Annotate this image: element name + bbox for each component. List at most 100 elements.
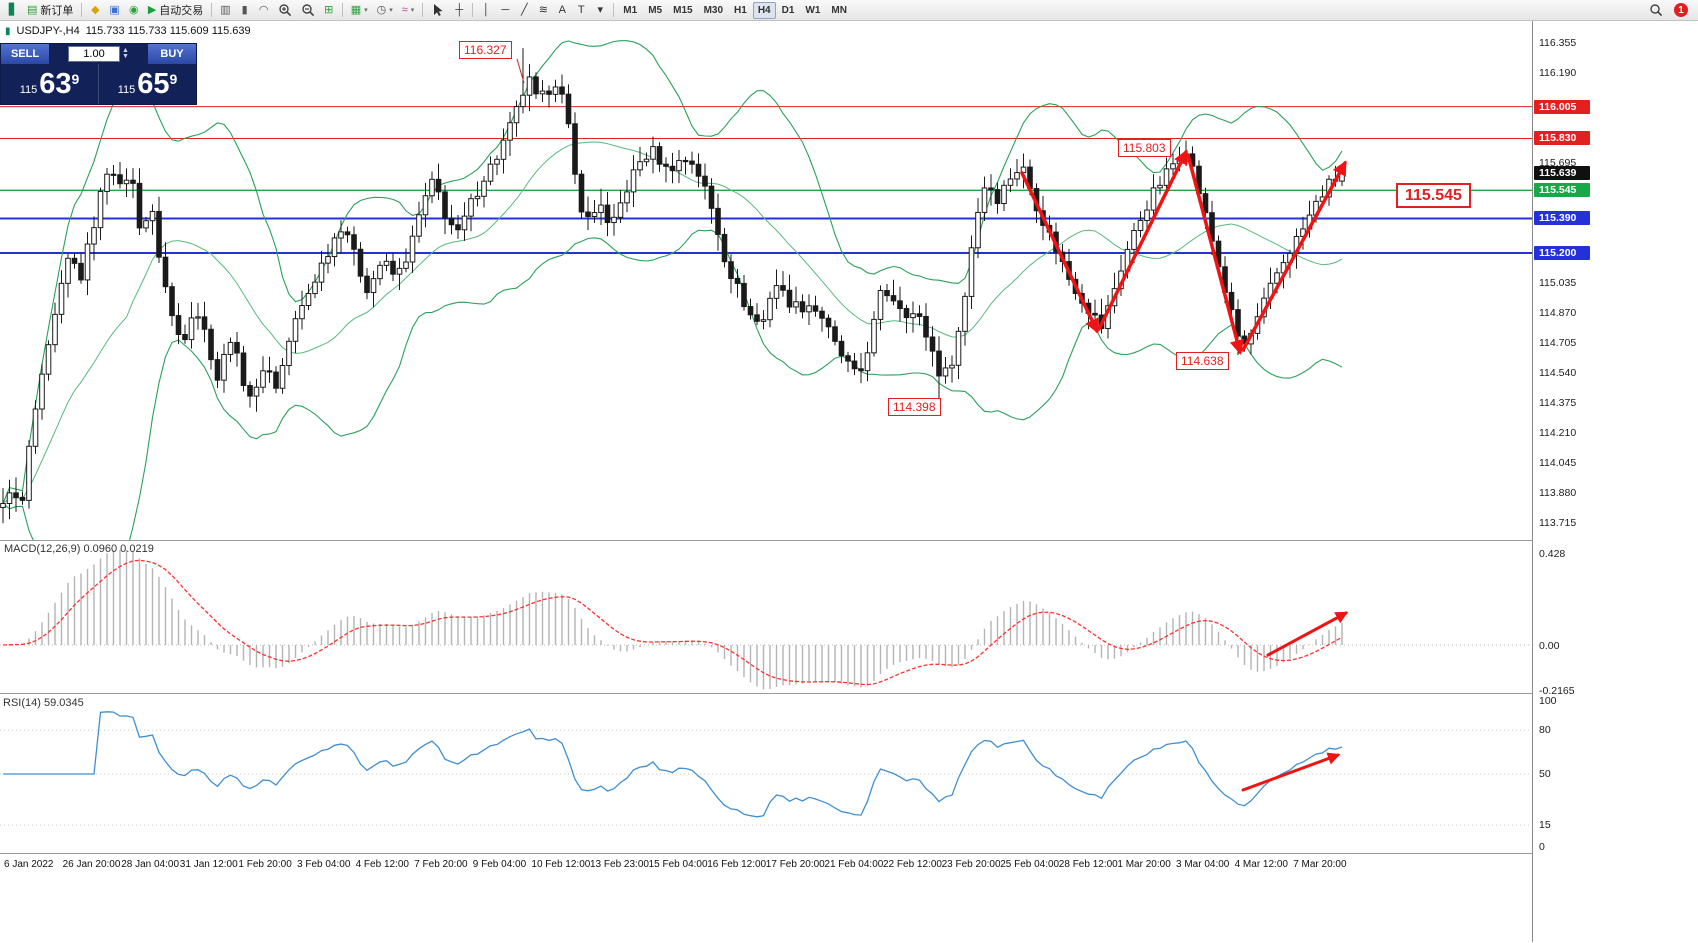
timeframe-m5[interactable]: M5 — [648, 4, 663, 16]
toolbar-separator — [613, 3, 615, 17]
rsi-panel[interactable] — [0, 695, 1532, 853]
trend-arrow[interactable] — [1097, 149, 1188, 331]
cursor-button[interactable] — [427, 1, 449, 19]
buy-button[interactable]: BUY — [148, 44, 196, 64]
fibonacci-glyph-icon: ≋ — [538, 3, 548, 16]
time-label: 3 Mar 04:00 — [1176, 859, 1230, 870]
time-label: 28 Feb 12:00 — [1058, 859, 1118, 870]
time-label: 4 Feb 12:00 — [355, 859, 409, 870]
price-tag-115.545: 115.545 — [1534, 183, 1590, 198]
tile-windows-icon[interactable]: ⊞ — [320, 1, 338, 19]
time-label: 15 Feb 04:00 — [648, 859, 708, 870]
time-label: 31 Jan 12:00 — [179, 859, 238, 870]
toolbar-separator — [341, 3, 343, 17]
toolbar: ▋ ▤ 新订单 ◆ ▣ ◉ ▶ 自动交易 ▥ ▮ ◠ ⊞ ▦ ▾ ◷ ▾ ≈ ▾ ┼ │ ─ ╱ ≋ A T ▾ M1 M5 M15 M3… — [0, 0, 1698, 21]
new-order-button-label: 新订单 — [40, 5, 74, 17]
chart-window[interactable]: ▮ USDJPY-,H4 115.733 115.733 115.609 115… — [0, 21, 1698, 943]
price-chart[interactable] — [0, 21, 1532, 541]
time-label: 4 Mar 12:00 — [1234, 859, 1288, 870]
auto-trading-glyph-icon: ▶ — [147, 3, 157, 16]
period-clock-button[interactable]: ◷ ▾ — [373, 1, 397, 19]
new-order-button[interactable]: ▤ 新订单 — [23, 1, 77, 19]
line-chart-icon-glyph-icon: ◠ — [258, 3, 269, 16]
timeframe-mn[interactable]: MN — [831, 4, 847, 16]
crosshair-button[interactable]: ┼ — [450, 1, 468, 19]
time-label: 1 Mar 20:00 — [1117, 859, 1171, 870]
trendline-glyph-icon: ╱ — [520, 3, 528, 16]
metaeditor-icon-glyph-icon: ◆ — [91, 3, 100, 16]
macd-histogram — [8, 549, 1343, 690]
vertical-line-button[interactable]: │ — [477, 1, 495, 19]
price-tick: 114.705 — [1539, 337, 1577, 349]
rsi-scale-tick: 50 — [1539, 768, 1551, 780]
timeframe-m30[interactable]: M30 — [703, 4, 724, 16]
rsi-trend-arrow[interactable] — [1241, 752, 1341, 792]
line-chart-icon[interactable]: ◠ — [255, 1, 273, 19]
fibonacci-button[interactable]: ≋ — [534, 1, 552, 19]
panel-separator[interactable] — [0, 853, 1698, 854]
tile-windows-icon-glyph-icon: ⊞ — [324, 3, 334, 16]
zoom-in-button[interactable] — [274, 1, 296, 19]
chart-symbol-icon: ▮ — [5, 25, 11, 37]
toolbar-separator — [211, 3, 213, 17]
horizontal-line-glyph-icon: ─ — [501, 3, 510, 16]
metaeditor-icon[interactable]: ◆ — [86, 1, 104, 19]
indicators-button[interactable]: ≈ ▾ — [398, 1, 419, 19]
zoom-out-button[interactable] — [297, 1, 319, 19]
trend-arrow[interactable] — [1020, 171, 1099, 334]
volume-input[interactable] — [68, 46, 121, 62]
timeframe-w1[interactable]: W1 — [805, 4, 821, 16]
new-chart-button[interactable]: ▦ ▾ — [347, 1, 372, 19]
indicators-glyph-icon: ≈ — [401, 3, 408, 16]
price-tick: 114.210 — [1539, 427, 1577, 439]
horizontal-line-button[interactable]: ─ — [496, 1, 514, 19]
candles — [0, 48, 1345, 524]
price-tick: 115.695 — [1539, 157, 1577, 169]
price-tick: 116.190 — [1539, 67, 1577, 79]
sell-button[interactable]: SELL — [1, 44, 49, 64]
candlestick-chart-icon[interactable]: ▮ — [236, 1, 254, 19]
trendline-button[interactable]: ╱ — [515, 1, 533, 19]
time-label: 13 Feb 23:00 — [590, 859, 649, 870]
time-axis[interactable]: 6 Jan 2022 26 Jan 20:00 28 Jan 04:00 31 Jan… — [0, 855, 1532, 877]
macd-scale-tick: 0.428 — [1539, 547, 1566, 560]
text-button[interactable]: A — [553, 1, 571, 19]
time-label: 25 Feb 04:00 — [1000, 859, 1060, 870]
price-tag-115.390: 115.390 — [1534, 211, 1590, 226]
search-icon — [1650, 4, 1663, 17]
timeframe-m1[interactable]: M1 — [623, 4, 638, 16]
sell-price[interactable]: 115 63 9 — [19, 67, 80, 100]
macd-scale-tick: 0.00 — [1539, 640, 1560, 652]
search-button[interactable] — [1645, 1, 1667, 19]
volume-stepper[interactable]: ▲ ▼ — [122, 47, 129, 60]
macd-scale-tick: -0.2165 — [1539, 685, 1575, 697]
macd-trend-arrow[interactable] — [1266, 611, 1349, 657]
chart-window-icon[interactable]: ▣ — [105, 1, 123, 19]
buy-price[interactable]: 115 65 9 — [98, 64, 196, 104]
objects-dropdown[interactable]: ▾ — [591, 1, 609, 19]
panel-separator[interactable] — [0, 540, 1698, 541]
notification-badge[interactable]: 1 — [1674, 3, 1688, 17]
timeframe-m15[interactable]: M15 — [673, 4, 693, 16]
new-chart-glyph-icon: ▦ — [350, 3, 362, 16]
time-label: 9 Feb 04:00 — [472, 859, 527, 870]
time-label: 28 Jan 04:00 — [121, 859, 180, 870]
timeframe-h4[interactable]: H4 — [752, 1, 776, 19]
trend-arrow[interactable] — [1241, 160, 1347, 352]
label-button[interactable]: T — [572, 1, 590, 19]
price-tick: 114.375 — [1539, 397, 1577, 409]
panel-separator[interactable] — [0, 693, 1698, 694]
trend-arrow[interactable] — [1186, 153, 1245, 355]
auto-trading-button-label: 自动交易 — [159, 5, 204, 17]
app-icon[interactable]: ▋ — [4, 1, 22, 19]
one-click-trading-panel: SELL ▲▼ BUY 115 63 9 115 65 9 — [0, 43, 197, 105]
time-label: 10 Feb 12:00 — [531, 859, 591, 870]
time-label: 1 Feb 20:00 — [238, 859, 292, 870]
auto-trading-button[interactable]: ▶ 自动交易 — [144, 1, 207, 19]
timeframe-d1[interactable]: D1 — [781, 4, 795, 16]
macd-panel[interactable] — [0, 541, 1532, 693]
rsi-scale-tick: 15 — [1539, 819, 1551, 832]
mql-community-icon[interactable]: ◉ — [125, 1, 143, 19]
timeframe-h1[interactable]: H1 — [734, 4, 747, 16]
bar-chart-icon[interactable]: ▥ — [216, 1, 234, 19]
